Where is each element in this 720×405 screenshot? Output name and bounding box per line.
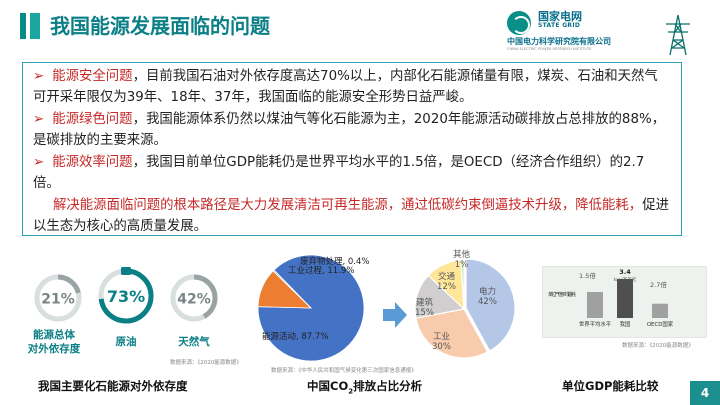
pie-slice-other (460, 259, 465, 310)
institute-name-cn: 中国电力科学研究院有限公司 (507, 37, 611, 46)
donut-ring: 21% (34, 274, 82, 322)
pie-slice-power (465, 258, 516, 352)
pie-label-building: 建筑 15% (415, 298, 434, 318)
donut-label-line1: 能源总体 (33, 329, 75, 341)
solution-highlight: 解决能源面临问题的根本路径是大力发展清洁可再生能源，通过低碳约束倒逼技术升级，降… (53, 198, 643, 213)
bullet-arrow-icon: ➢ (33, 112, 45, 127)
energy-security-paragraph: ➢ 能源安全问题，目前我国石油对外依存度高达70%以上，内部化石能源储量有限，煤炭… (33, 67, 671, 108)
pie-label-energy: 能源活动, 87.7% (262, 332, 329, 342)
pie-slice-industry (415, 308, 489, 359)
donut-label-gas: 天然气 (178, 336, 210, 348)
mid-fig-source: 数据来源：《中华人民共和国气候变化第三次国家信息通报》 (271, 368, 417, 374)
energy-efficiency-text: ，我国目前单位GDP能耗仍是世界平均水平的1.5倍，是OECD（经济合作组织）的… (33, 155, 645, 191)
donut-fill (170, 274, 218, 322)
left-fig-source: 数据来源：《2020能源数据》 (170, 360, 242, 366)
pie-label-name: 电力 (478, 287, 496, 297)
pie-label-power: 电力 42% (478, 287, 497, 307)
left-fig-caption: 我国主要化石能源对外依存度 (38, 379, 188, 393)
caption-text: 中国CO (307, 379, 349, 393)
gdp-bar-world (587, 292, 603, 318)
donut-ring: 73% (98, 267, 154, 324)
gdp-annotation-unit: toe/万美元 (614, 276, 637, 283)
gdp-tick-label: 我国 (620, 320, 631, 328)
right-fig-source: 数据来源：《2020能源数据》 (622, 343, 694, 349)
energy-sector-pie (414, 258, 516, 359)
energy-green-keyword: 能源绿色问题 (52, 112, 133, 127)
donut-ring: 42% (170, 274, 218, 322)
energy-efficiency-keyword: 能源效率问题 (52, 155, 133, 170)
energy-green-text: ，我国能源体系仍然以煤油气等化石能源为主，2020年能源活动碳排放占总排放的88… (33, 112, 666, 148)
gdp-bar-china (617, 279, 633, 318)
energy-security-keyword: 能源安全问题 (52, 69, 133, 84)
institute-name-en: CHINA ELECTRIC POWER RESEARCH INSTITUTE (507, 47, 592, 51)
issues-text-panel: ➢ 能源安全问题，目前我国石油对外依存度高达70%以上，内部化石能源储量有限，煤炭… (22, 62, 682, 236)
donut-value: 42% (177, 291, 211, 307)
pie-label-name: 建筑 (415, 298, 433, 308)
bullet-arrow-icon: ➢ (33, 155, 45, 170)
caption-subscript: 2 (348, 387, 354, 396)
title-accent-block (30, 13, 40, 39)
pie-label-value: 1% (454, 260, 469, 270)
gdp-bar-oecd (652, 303, 668, 318)
donut-label-oil: 原油 (115, 336, 137, 348)
pie-label-value: 12% (437, 282, 456, 292)
solution-text: 促进以生态为核心的高质量发展。 (33, 198, 669, 234)
donut-fill (34, 274, 82, 322)
pie-label-value: 42% (478, 297, 497, 307)
pie-label-name: 交通 (437, 272, 455, 282)
gdp-annotation-1-5x: 1.5倍 (579, 271, 596, 280)
energy-green-paragraph: ➢ 能源绿色问题，我国能源体系仍然以煤油气等化石能源为主，2020年能源活动碳排放… (33, 110, 671, 151)
gdp-annotation-2-7x: 2.7倍 (650, 280, 667, 289)
gdp-tick-label: 世界平均水平 (579, 320, 612, 328)
energy-security-text: ，目前我国石油对外依存度高达70%以上，内部化石能源储量有限，煤炭、石油和天然气… (33, 69, 658, 105)
energy-efficiency-paragraph: ➢ 能源效率问题，我国目前单位GDP能耗仍是世界平均水平的1.5倍，是OECD（经… (33, 153, 671, 194)
pie-slice-waste (272, 269, 312, 309)
gdp-annotation-value: 3.4 (619, 268, 631, 276)
pie-label-industry: 工业过程, 11.9% (288, 266, 355, 276)
mid-fig-caption: 中国CO2排放占比分析 (307, 378, 422, 395)
pie-label-value: 30% (432, 342, 451, 352)
gdp-ylabel: 单位产值平均能耗 (548, 290, 577, 298)
pie-label-value: 15% (415, 308, 434, 318)
co2-source-pie (257, 254, 365, 362)
donut-value: 73% (107, 287, 145, 306)
pie-label-name: 工业 (432, 332, 450, 342)
state-grid-logo-icon (507, 11, 531, 35)
bullet-arrow-icon: ➢ (33, 69, 45, 84)
caption-text-tail: 排放占比分析 (353, 379, 423, 393)
pie-label-industry: 工业 30% (432, 332, 451, 352)
oil-badge-icon (121, 267, 131, 275)
solution-paragraph: 解决能源面临问题的根本路径是大力发展清洁可再生能源，通过低碳约束倒逼技术升级，降… (33, 196, 671, 237)
logo-text-en: STATE GRID (538, 22, 581, 29)
page-number: 4 (690, 381, 720, 405)
right-arrow-icon (383, 302, 407, 328)
page-title: 我国能源发展面临的问题 (50, 14, 270, 38)
pie-label-other: 其他 1% (453, 250, 470, 270)
pie-label-transport: 交通 12% (437, 272, 456, 292)
logo-text-cn: 国家电网 (538, 10, 582, 23)
donut-value: 21% (41, 291, 75, 307)
donut-label-line2: 对外依存度 (27, 343, 81, 355)
pie-label-waste: 废弃物处理, 0.4% (300, 257, 370, 267)
pie-label-name: 其他 (453, 250, 471, 260)
power-tower-icon (666, 14, 690, 56)
gdp-chart-box (542, 266, 707, 338)
donut-label-overall: 能源总体 对外依存度 (24, 328, 84, 356)
right-fig-caption: 单位GDP能耗比较 (562, 379, 659, 393)
gdp-tick-label: OECD国家 (647, 320, 674, 328)
title-accent-bar (20, 13, 26, 39)
